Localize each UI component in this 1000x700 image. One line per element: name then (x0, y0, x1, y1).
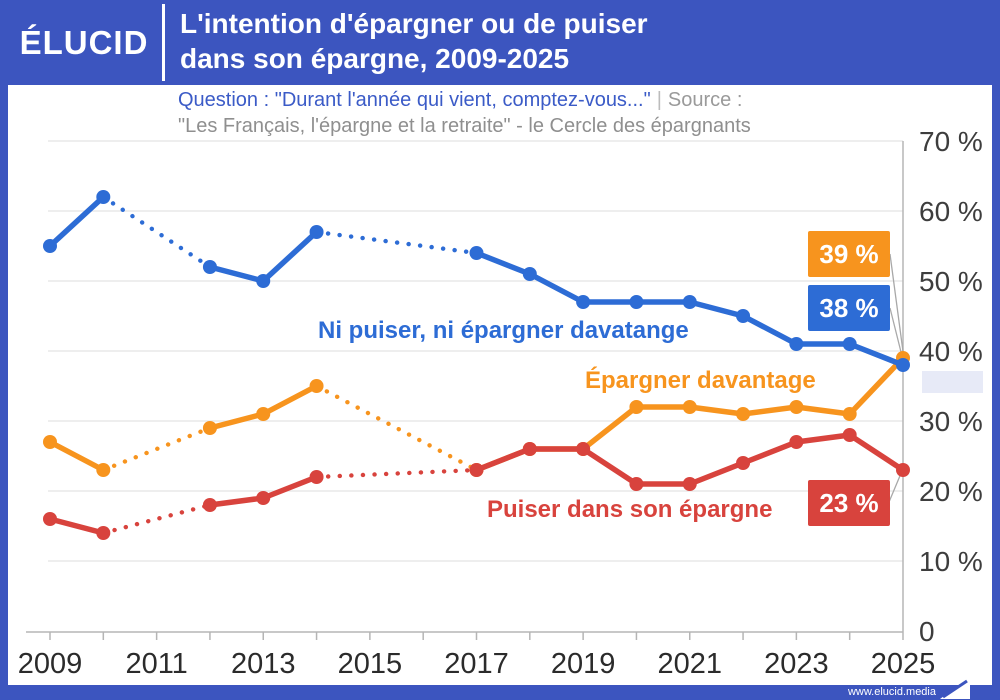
callout-connector (889, 253, 905, 360)
title-line-2: dans son épargne, 2009-2025 (180, 43, 570, 74)
data-point (202, 260, 217, 274)
subtitle-source-label: Source : (667, 89, 743, 111)
data-point (96, 463, 111, 477)
data-point (682, 295, 697, 309)
footer-band: www.elucid.media (0, 685, 1000, 700)
series-label-ni-puiser: Ni puiser, ni épargner davatange (318, 317, 689, 344)
data-point (469, 246, 484, 260)
data-point (202, 498, 217, 512)
elucid-logo: ÉLUCID (19, 23, 149, 61)
data-point (736, 309, 751, 323)
data-point (256, 274, 271, 288)
y-tick-label: 20 % (919, 476, 983, 507)
data-point (576, 295, 591, 309)
data-point (522, 267, 537, 281)
data-point (469, 463, 484, 477)
y-tick-label: 40 % (919, 336, 983, 367)
series-line-dotted (101, 502, 213, 536)
series-line-dotted (101, 425, 213, 473)
data-point (96, 190, 111, 204)
data-point (842, 428, 857, 442)
data-point (629, 400, 644, 414)
data-point (43, 239, 57, 253)
data-point (736, 407, 751, 421)
x-tick-label: 2019 (551, 648, 616, 680)
x-tick-label: 2015 (338, 648, 403, 680)
data-point (789, 435, 804, 449)
x-tick-label: 2017 (444, 648, 509, 680)
x-tick-label: 2009 (18, 648, 83, 680)
series-line-dotted (314, 383, 479, 473)
data-point (43, 512, 57, 526)
series-label-epargner: Épargner davantage (585, 367, 816, 394)
subtitle-line-1: Question : "Durant l'année qui vient, co… (178, 87, 751, 113)
subtitle-separator: | (656, 89, 662, 111)
series-label-puiser: Puiser dans son épargne (487, 496, 773, 523)
value-badge-puiser: 23 % (808, 480, 890, 526)
data-point (629, 295, 644, 309)
y-tick-label: 50 % (919, 266, 983, 297)
chart-subtitle: Question : "Durant l'année qui vient, co… (178, 87, 751, 139)
data-point (256, 407, 271, 421)
data-point (522, 442, 537, 456)
data-point (896, 463, 910, 477)
x-tick-label: 2013 (231, 648, 296, 680)
value-badge-ni-puiser-text: 38 % (819, 292, 879, 323)
value-badge-epargner: 39 % (808, 231, 890, 277)
subtitle-question: Question : "Durant l'année qui vient, co… (178, 89, 651, 111)
title-line-1: L'intention d'épargner ou de puiser (180, 8, 648, 39)
value-highlight (922, 371, 983, 393)
data-point (202, 421, 217, 435)
footer-url: www.elucid.media (847, 686, 936, 698)
value-badge-epargner-text: 39 % (819, 238, 879, 269)
data-point (256, 491, 271, 505)
data-point (789, 337, 804, 351)
y-tick-label: 0 (919, 616, 935, 647)
x-tick-label: 2021 (657, 648, 722, 680)
data-point (309, 379, 324, 393)
data-point (842, 407, 857, 421)
value-badge-puiser-text: 23 % (819, 487, 879, 518)
series-line-dotted (314, 467, 479, 480)
data-point (96, 526, 111, 540)
series-line-dotted (314, 229, 479, 256)
header-band: ÉLUCID L'intention d'épargner ou de puis… (0, 0, 1000, 85)
y-tick-label: 60 % (919, 196, 983, 227)
y-tick-label: 70 % (919, 126, 983, 157)
data-point (682, 477, 697, 491)
data-point (736, 456, 751, 470)
data-point (842, 337, 857, 351)
left-border (0, 0, 8, 700)
series-line-dotted (101, 194, 213, 270)
subtitle-source-text: "Les Français, l'épargne et la retraite"… (178, 115, 751, 137)
value-badge-ni-puiser: 38 % (808, 285, 890, 331)
y-tick-label: 30 % (919, 406, 983, 437)
data-point (682, 400, 697, 414)
elucid-arrow-icon (940, 677, 970, 699)
x-tick-label: 2023 (764, 648, 829, 680)
data-point (309, 470, 324, 484)
data-point (629, 477, 644, 491)
right-border (992, 0, 1000, 700)
data-point (576, 442, 591, 456)
chart-title: L'intention d'épargner ou de puiser dans… (180, 6, 648, 76)
header-divider (162, 4, 165, 81)
x-tick-label: 2025 (871, 648, 936, 680)
data-point (789, 400, 804, 414)
series-line-solid (47, 432, 906, 536)
y-tick-label: 10 % (919, 546, 983, 577)
data-point (309, 225, 324, 239)
series-line-solid (47, 194, 906, 368)
data-point (896, 358, 910, 372)
x-tick-label: 2011 (125, 648, 187, 680)
data-point (43, 435, 57, 449)
